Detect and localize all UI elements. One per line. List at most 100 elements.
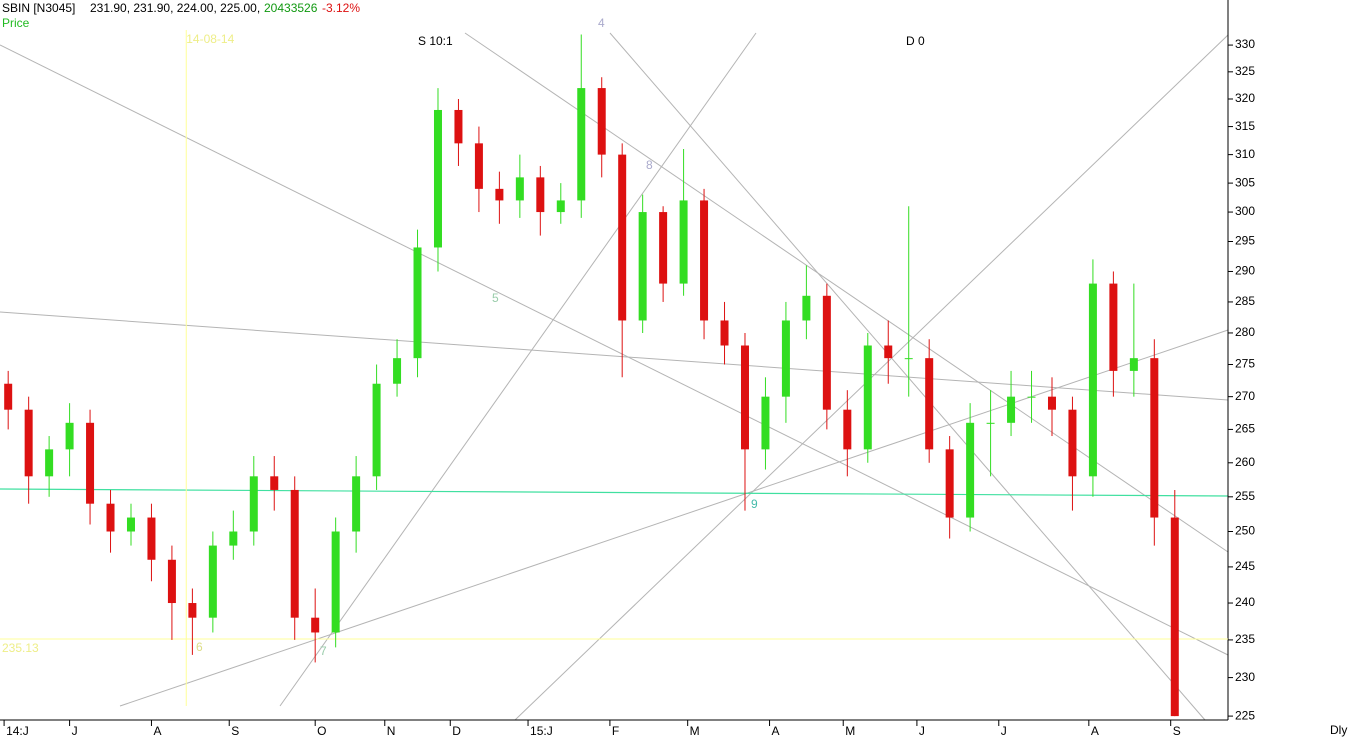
x-tick-label: A: [772, 724, 780, 738]
candle-body: [843, 409, 852, 450]
candle-body: [495, 188, 504, 201]
annotation: 8: [646, 158, 653, 172]
y-tick-label: 260: [1235, 455, 1255, 469]
x-tick-label: O: [317, 724, 326, 738]
candle-body: [720, 320, 729, 346]
y-tick-label: 275: [1235, 357, 1255, 371]
candle-body: [577, 88, 586, 201]
candle-body: [147, 517, 156, 560]
y-tick-label: 280: [1235, 325, 1255, 339]
candle-body: [515, 177, 524, 201]
price-line-label: 235.13: [2, 641, 39, 655]
candle-body: [536, 177, 545, 213]
y-tick-label: 255: [1235, 489, 1255, 503]
candle-body: [700, 200, 709, 321]
candle-body: [372, 383, 381, 477]
x-tick-label: S: [231, 724, 239, 738]
candle-body: [822, 295, 831, 410]
candle-body: [45, 449, 54, 477]
annotation: 7: [320, 644, 327, 658]
y-tick-label: 225: [1235, 708, 1255, 722]
candle-body: [925, 358, 934, 450]
candle-body: [802, 295, 811, 321]
candle-body: [188, 603, 197, 618]
candle-body: [1047, 396, 1056, 410]
candle-body: [24, 409, 33, 477]
change: -3.12%: [322, 1, 360, 15]
x-tick-label: M: [845, 724, 855, 738]
candle-body: [945, 449, 954, 518]
y-tick-label: 330: [1235, 37, 1255, 51]
ohlc: 231.90, 231.90, 224.00, 225.00,: [90, 1, 260, 15]
candle-body: [331, 531, 340, 633]
x-tick-label: D: [452, 724, 461, 738]
volume: 20433526: [264, 1, 318, 15]
candle-body: [1170, 517, 1179, 717]
candle-body: [311, 617, 320, 633]
y-tick-label: 270: [1235, 389, 1255, 403]
annotation: D 0: [906, 34, 925, 48]
candle-body: [106, 503, 115, 532]
x-tick-label: S: [1173, 724, 1181, 738]
annotation: 6: [196, 640, 203, 654]
candle-body: [86, 422, 95, 504]
y-tick-label: 295: [1235, 234, 1255, 248]
annotation: 4: [598, 16, 605, 30]
candle-body: [638, 212, 647, 321]
y-tick-label: 320: [1235, 91, 1255, 105]
candle-body: [863, 345, 872, 450]
x-tick-label: J: [72, 724, 78, 738]
candle-body: [556, 200, 565, 213]
candle-body: [393, 358, 402, 384]
candle-body: [740, 345, 749, 450]
candle-body: [1088, 283, 1097, 477]
y-tick-label: 290: [1235, 264, 1255, 278]
candle-body: [986, 422, 995, 424]
y-tick-label: 315: [1235, 119, 1255, 133]
price-label: Price: [2, 16, 30, 30]
y-tick-label: 235: [1235, 632, 1255, 646]
x-tick-label: A: [1091, 724, 1099, 738]
candle-body: [618, 154, 627, 321]
candle-body: [679, 200, 688, 284]
candle-body: [659, 212, 668, 284]
symbol: SBIN [N3045]: [2, 1, 75, 15]
candle-body: [208, 545, 217, 618]
x-tick-label: A: [153, 724, 161, 738]
candle-body: [1109, 283, 1118, 371]
y-tick-label: 245: [1235, 559, 1255, 573]
y-tick-label: 310: [1235, 147, 1255, 161]
y-tick-label: 240: [1235, 595, 1255, 609]
x-tick-label: 15:J: [530, 724, 553, 738]
x-tick-label: J: [1001, 724, 1007, 738]
period-label: Dly: [1330, 723, 1347, 737]
trend-lines: [0, 32, 1229, 721]
candle-body: [1007, 396, 1016, 423]
candle-body: [966, 422, 975, 518]
annotation: S 10:1: [418, 34, 453, 48]
x-tick-label: N: [387, 724, 396, 738]
annotation: 5: [492, 291, 499, 305]
x-tick-label: F: [612, 724, 619, 738]
y-tick-label: 300: [1235, 204, 1255, 218]
candle-body: [781, 320, 790, 397]
y-tick-label: 285: [1235, 294, 1255, 308]
candle-body: [884, 345, 893, 359]
candle-body: [474, 143, 483, 189]
candle-body: [413, 247, 422, 359]
x-tick-label: J: [919, 724, 925, 738]
candle-body: [290, 489, 299, 618]
candle-body: [270, 476, 279, 490]
candle-body: [904, 358, 913, 360]
candle-body: [249, 476, 258, 532]
y-tick-label: 250: [1235, 524, 1255, 538]
y-tick-label: 305: [1235, 175, 1255, 189]
candle-body: [1129, 358, 1138, 371]
candle-body: [1068, 409, 1077, 477]
date-line-label: 14-08-14: [186, 32, 234, 46]
candle-body: [4, 383, 13, 410]
candle-body: [167, 559, 176, 604]
candle-body: [761, 396, 770, 450]
candle-body: [1027, 396, 1036, 398]
